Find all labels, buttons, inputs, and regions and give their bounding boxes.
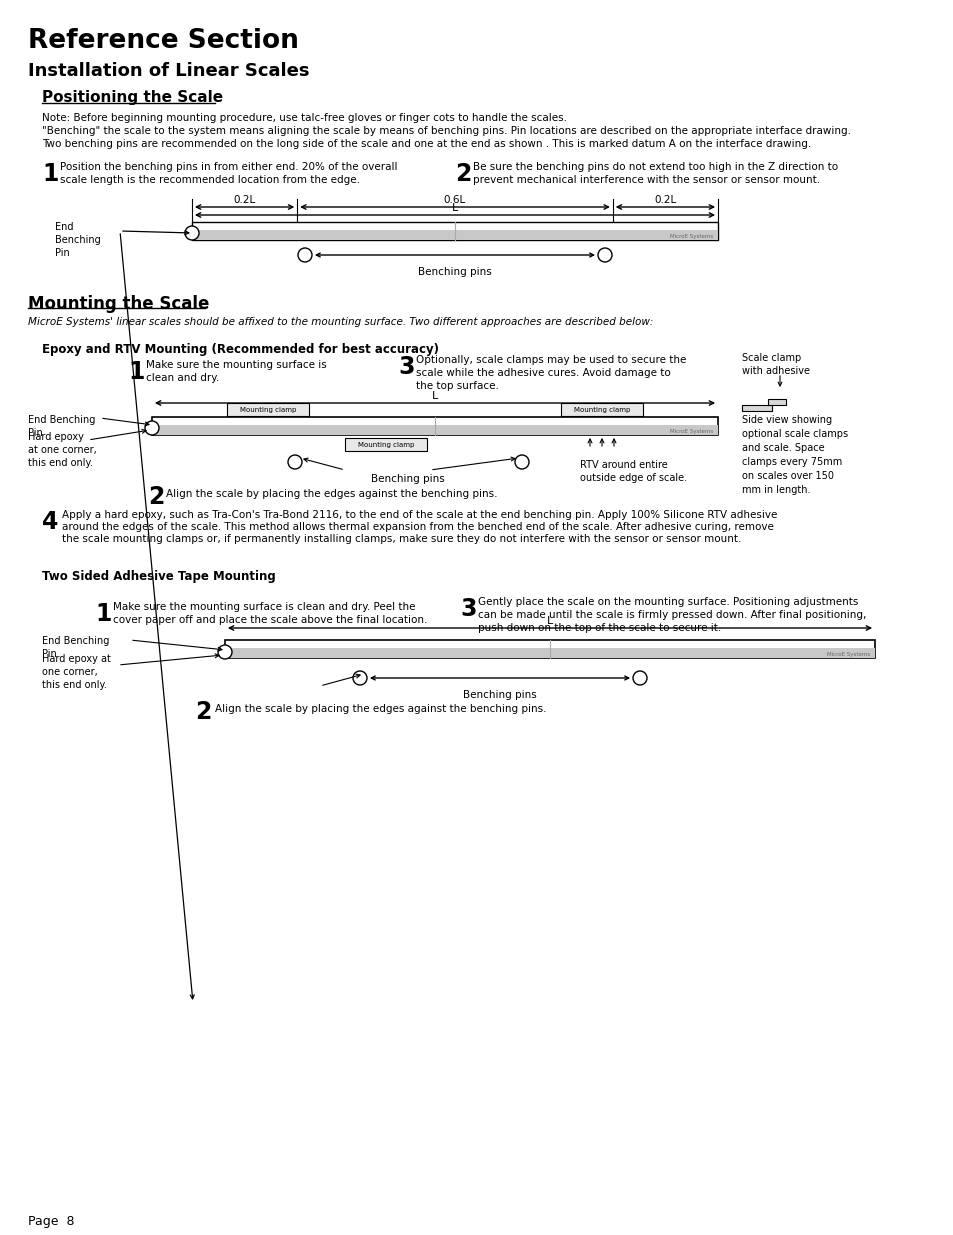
Text: Hard epoxy at
one corner,
this end only.: Hard epoxy at one corner, this end only. <box>42 655 111 690</box>
Text: Epoxy and RTV Mounting (Recommended for best accuracy): Epoxy and RTV Mounting (Recommended for … <box>42 343 438 356</box>
Bar <box>741 405 771 411</box>
Text: 4: 4 <box>42 510 58 534</box>
Circle shape <box>598 248 612 262</box>
Text: Positioning the Scale: Positioning the Scale <box>42 90 223 105</box>
Text: MicroE Systems: MicroE Systems <box>669 429 712 433</box>
Text: the top surface.: the top surface. <box>416 382 498 391</box>
Text: scale length is the recommended location from the edge.: scale length is the recommended location… <box>60 175 359 185</box>
Bar <box>345 438 427 451</box>
Text: 2: 2 <box>194 700 212 724</box>
Text: End Benching
Pin: End Benching Pin <box>28 415 95 438</box>
Text: MicroE Systems: MicroE Systems <box>826 652 869 657</box>
Text: clean and dry.: clean and dry. <box>146 373 219 383</box>
Circle shape <box>353 671 367 685</box>
Circle shape <box>218 645 232 659</box>
Text: End
Benching
Pin: End Benching Pin <box>55 222 101 258</box>
Bar <box>560 403 642 416</box>
Text: Benching pins: Benching pins <box>462 690 537 700</box>
Text: Scale clamp
with adhesive: Scale clamp with adhesive <box>741 353 809 377</box>
Text: L: L <box>546 616 553 626</box>
Text: L: L <box>432 391 437 401</box>
Text: Be sure the benching pins do not extend too high in the Z direction to: Be sure the benching pins do not extend … <box>473 162 838 172</box>
Text: push down on the top of the scale to secure it.: push down on the top of the scale to sec… <box>477 622 720 634</box>
Text: Hard epoxy
at one corner,
this end only.: Hard epoxy at one corner, this end only. <box>28 432 96 468</box>
Text: 0.2L: 0.2L <box>233 195 255 205</box>
Text: Apply a hard epoxy, such as Tra-Con's Tra-Bond 2116, to the end of the scale at : Apply a hard epoxy, such as Tra-Con's Tr… <box>62 510 777 520</box>
Bar <box>152 417 718 435</box>
Text: MicroE Systems' linear scales should be affixed to the mounting surface. Two dif: MicroE Systems' linear scales should be … <box>28 317 653 327</box>
Text: Gently place the scale on the mounting surface. Positioning adjustments: Gently place the scale on the mounting s… <box>477 597 858 606</box>
Circle shape <box>145 421 159 435</box>
Text: scale while the adhesive cures. Avoid damage to: scale while the adhesive cures. Avoid da… <box>416 368 670 378</box>
Text: Mounting the Scale: Mounting the Scale <box>28 295 209 312</box>
Text: Align the scale by placing the edges against the benching pins.: Align the scale by placing the edges aga… <box>214 704 546 714</box>
Text: RTV around entire
outside edge of scale.: RTV around entire outside edge of scale. <box>579 459 686 483</box>
Text: the scale mounting clamps or, if permanently installing clamps, make sure they d: the scale mounting clamps or, if permane… <box>62 534 740 543</box>
Text: 3: 3 <box>459 597 476 621</box>
Text: Page  8: Page 8 <box>28 1215 74 1228</box>
Bar <box>767 399 785 405</box>
Text: Align the scale by placing the edges against the benching pins.: Align the scale by placing the edges aga… <box>166 489 497 499</box>
Text: Two Sided Adhesive Tape Mounting: Two Sided Adhesive Tape Mounting <box>42 571 275 583</box>
Text: 1: 1 <box>95 601 112 626</box>
Text: "Benching" the scale to the system means aligning the scale by means of benching: "Benching" the scale to the system means… <box>42 126 850 136</box>
Text: Optionally, scale clamps may be used to secure the: Optionally, scale clamps may be used to … <box>416 354 685 366</box>
Text: Make sure the mounting surface is clean and dry. Peel the: Make sure the mounting surface is clean … <box>112 601 416 613</box>
Text: Mounting clamp: Mounting clamp <box>573 408 630 412</box>
Text: Mounting clamp: Mounting clamp <box>357 442 414 448</box>
Text: Side view showing
optional scale clamps
and scale. Space
clamps every 75mm
on sc: Side view showing optional scale clamps … <box>741 415 847 495</box>
Text: 1: 1 <box>128 359 144 384</box>
Text: Two benching pins are recommended on the long side of the scale and one at the e: Two benching pins are recommended on the… <box>42 140 810 149</box>
Text: around the edges of the scale. This method allows thermal expansion from the ben: around the edges of the scale. This meth… <box>62 522 773 532</box>
Text: 3: 3 <box>397 354 414 379</box>
Text: can be made until the scale is firmly pressed down. After final positioning,: can be made until the scale is firmly pr… <box>477 610 865 620</box>
Bar <box>192 230 718 240</box>
Text: 0.6L: 0.6L <box>443 195 466 205</box>
Text: Position the benching pins in from either end. 20% of the overall: Position the benching pins in from eithe… <box>60 162 397 172</box>
Circle shape <box>515 454 529 469</box>
Text: Note: Before beginning mounting procedure, use talc-free gloves or finger cots t: Note: Before beginning mounting procedur… <box>42 112 566 124</box>
Circle shape <box>633 671 646 685</box>
Text: 2: 2 <box>455 162 471 186</box>
Text: Make sure the mounting surface is: Make sure the mounting surface is <box>146 359 327 370</box>
Text: Benching pins: Benching pins <box>371 474 444 484</box>
Circle shape <box>297 248 312 262</box>
Text: 0.2L: 0.2L <box>654 195 676 205</box>
Text: L: L <box>452 203 457 212</box>
Text: 2: 2 <box>148 485 164 509</box>
Text: Installation of Linear Scales: Installation of Linear Scales <box>28 62 309 80</box>
Circle shape <box>288 454 302 469</box>
Text: Mounting clamp: Mounting clamp <box>239 408 295 412</box>
Text: Reference Section: Reference Section <box>28 28 298 54</box>
Bar <box>227 403 309 416</box>
Circle shape <box>185 226 199 240</box>
Text: prevent mechanical interference with the sensor or sensor mount.: prevent mechanical interference with the… <box>473 175 820 185</box>
Text: Benching pins: Benching pins <box>417 267 492 277</box>
Text: 1: 1 <box>42 162 58 186</box>
Text: cover paper off and place the scale above the final location.: cover paper off and place the scale abov… <box>112 615 427 625</box>
Bar <box>225 640 874 658</box>
Bar <box>152 425 718 435</box>
Text: End Benching
Pin: End Benching Pin <box>42 636 110 659</box>
Text: MicroE Systems: MicroE Systems <box>669 233 712 240</box>
Bar <box>225 648 874 658</box>
Bar <box>192 222 718 240</box>
